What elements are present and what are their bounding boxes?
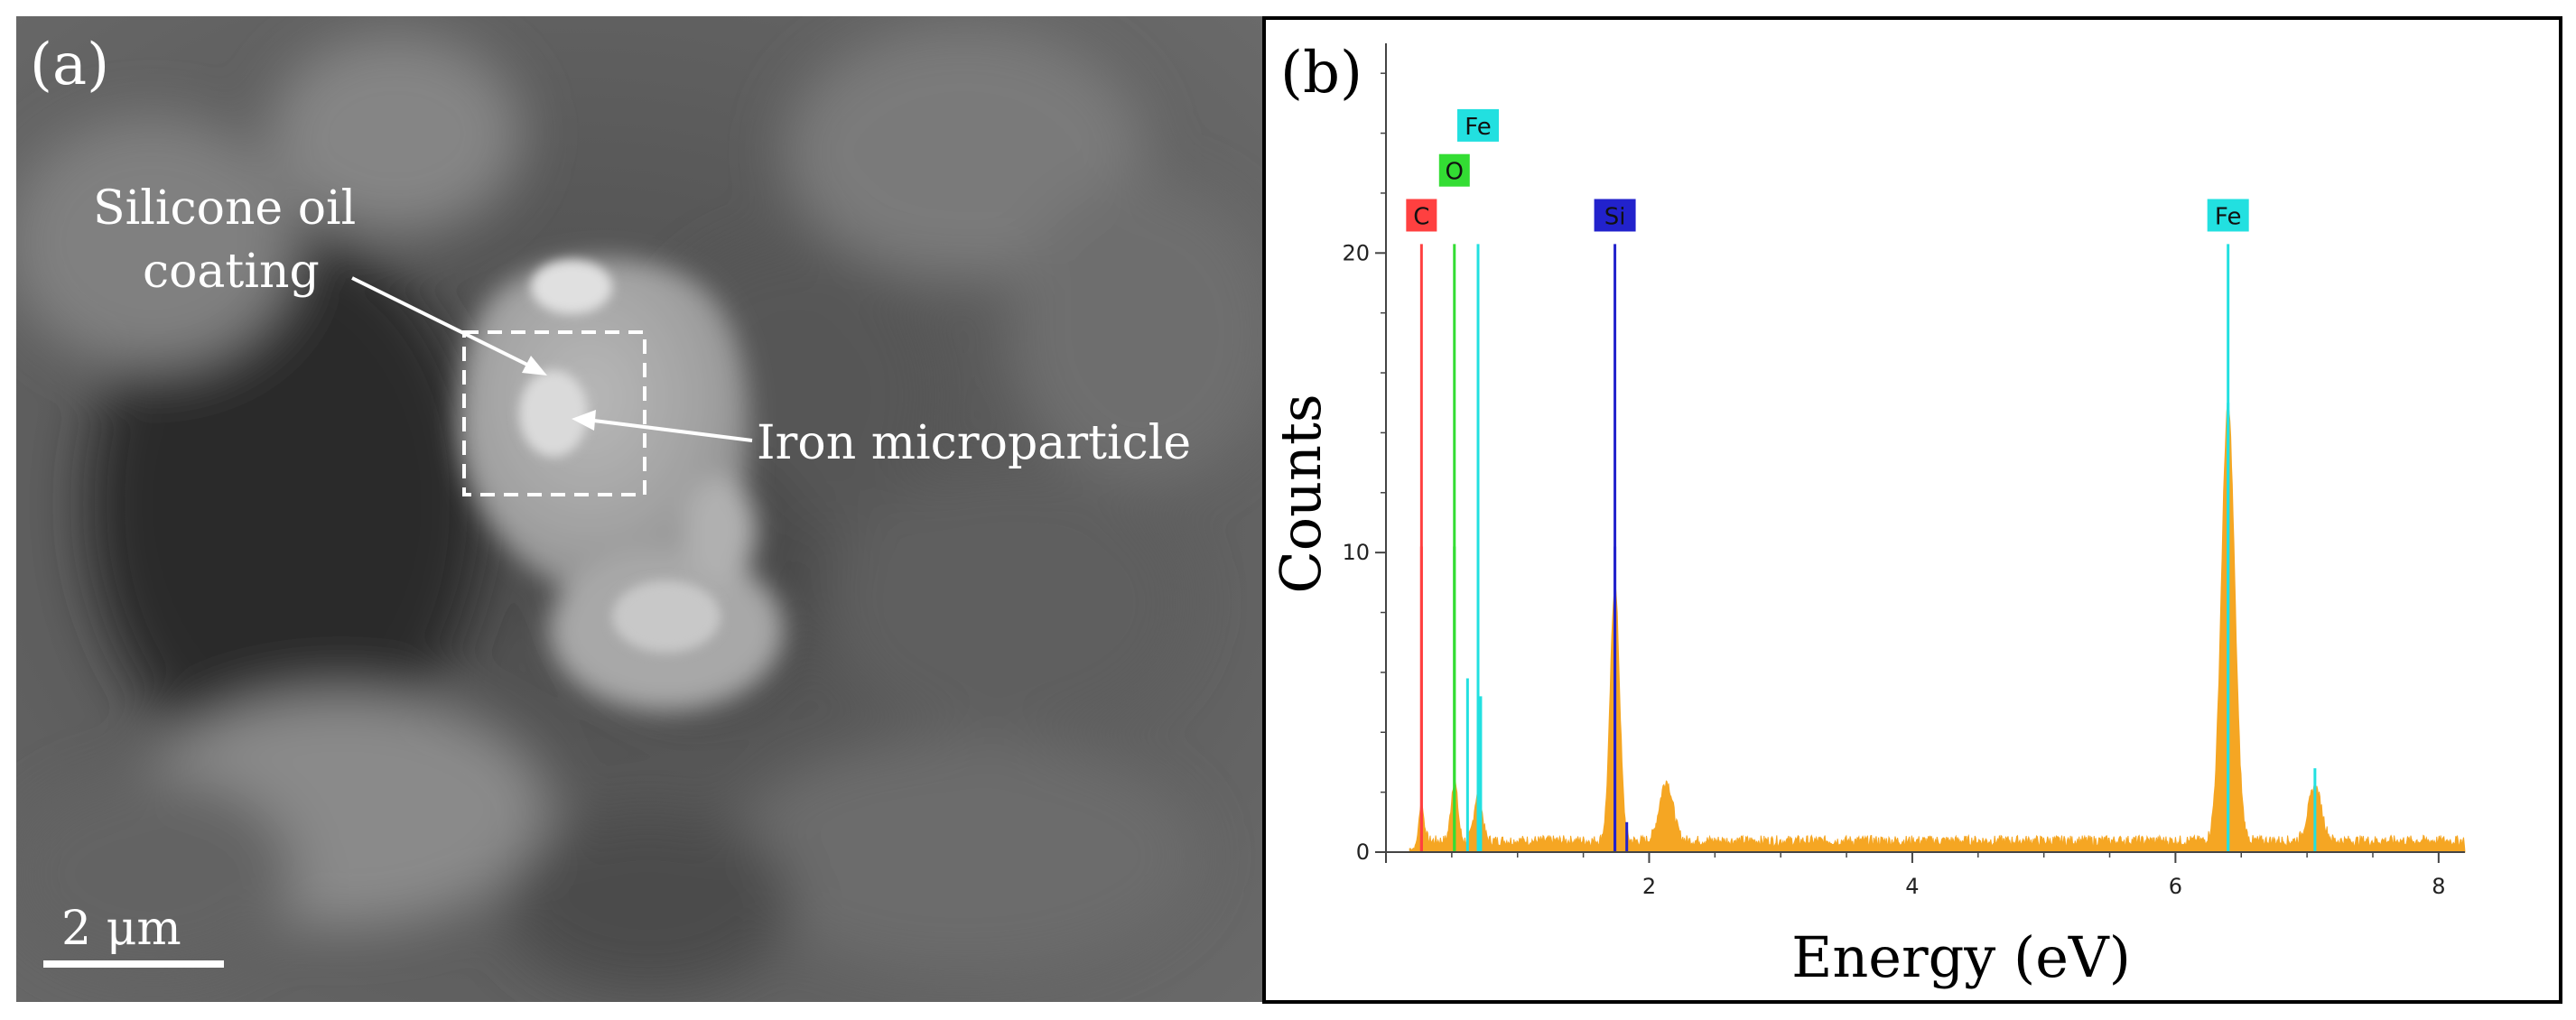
sem-bright-spots bbox=[519, 260, 721, 653]
x-axis-title: Energy (eV) bbox=[1791, 924, 2131, 990]
region-box bbox=[462, 330, 646, 496]
marker-label-si: Si bbox=[1604, 203, 1626, 230]
scale-bar bbox=[43, 960, 224, 968]
x-tick-label-4: 4 bbox=[1905, 874, 1919, 899]
marker-label-o: O bbox=[1446, 159, 1464, 186]
panel-b-label: (b) bbox=[1280, 40, 1362, 107]
y-tick-label-20: 20 bbox=[1342, 240, 1370, 265]
sem-image-panel: (a) Silicone oil coating Iron microparti… bbox=[16, 16, 1262, 1002]
y-tick-label-10: 10 bbox=[1342, 540, 1370, 565]
marker-label-bg-fe bbox=[1457, 108, 1500, 142]
marker-label-fe: Fe bbox=[1465, 114, 1492, 141]
x-tick-label-2: 2 bbox=[1642, 874, 1656, 899]
iron-label: Iron microparticle bbox=[757, 416, 1191, 470]
x-tick-label-8: 8 bbox=[2432, 874, 2445, 899]
marker-label-bg-fe bbox=[2207, 199, 2249, 232]
scale-bar-label: 2 μm bbox=[61, 902, 181, 956]
eds-chart-panel: C O Fe Si Fe 2 4 6 8 0 10 20 (b) Energy (eV) Count… bbox=[1262, 16, 2562, 1004]
iron-arrow-line bbox=[593, 419, 753, 442]
x-tick-label-6: 6 bbox=[2169, 874, 2182, 899]
marker-label-fe: Fe bbox=[2215, 203, 2242, 230]
y-tick-label-0: 0 bbox=[1356, 839, 1370, 865]
marker-label-bg-c bbox=[1406, 199, 1437, 232]
ticks-layer: 2 4 6 8 0 10 20 bbox=[1342, 72, 2445, 899]
coating-arrowhead bbox=[522, 356, 547, 376]
coating-label-line1: Silicone oil bbox=[93, 181, 356, 236]
iron-arrowhead bbox=[572, 410, 596, 431]
sem-micrograph: (a) Silicone oil coating Iron microparti… bbox=[16, 16, 1262, 1002]
y-axis-title: Counts bbox=[1268, 394, 1334, 593]
marker-label-c: C bbox=[1413, 203, 1429, 230]
coating-arrow-line bbox=[351, 276, 532, 368]
marker-label-bg-si bbox=[1594, 199, 1636, 232]
marker-label-bg-o bbox=[1438, 153, 1470, 187]
spectrum-area bbox=[1409, 403, 2466, 853]
coating-label-line2: coating bbox=[143, 245, 320, 299]
panel-a-label: (a) bbox=[30, 32, 109, 98]
axes-layer bbox=[1375, 43, 2465, 863]
spectrum-layer bbox=[1409, 403, 2466, 853]
